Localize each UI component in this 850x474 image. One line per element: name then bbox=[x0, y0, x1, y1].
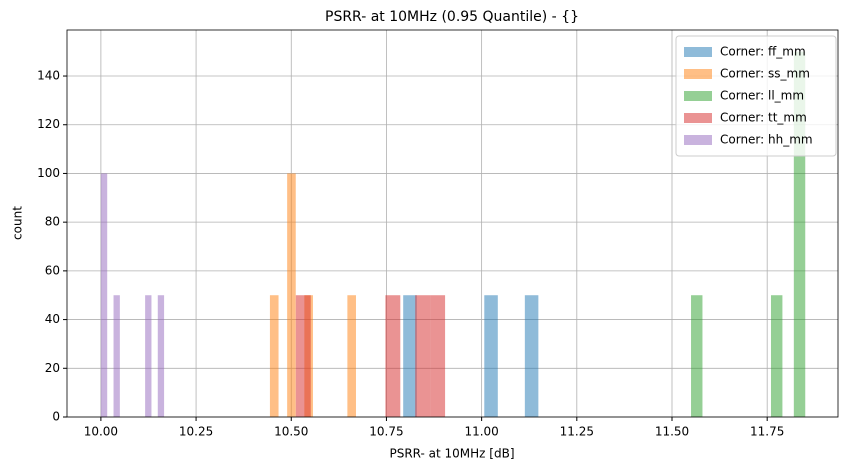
legend-label: Corner: tt_mm bbox=[720, 111, 807, 125]
bar bbox=[347, 295, 356, 417]
bars bbox=[100, 51, 806, 417]
bar bbox=[113, 295, 120, 417]
bar bbox=[415, 295, 431, 417]
bar bbox=[287, 173, 296, 417]
legend-swatch bbox=[684, 47, 712, 57]
legend-label: Corner: ff_mm bbox=[720, 45, 806, 59]
legend-swatch bbox=[684, 91, 712, 101]
x-axis-label: PSRR- at 10MHz [dB] bbox=[389, 447, 514, 461]
y-tick-label: 80 bbox=[45, 215, 60, 229]
legend-label: Corner: ll_mm bbox=[720, 89, 804, 103]
y-tick-label: 100 bbox=[37, 166, 60, 180]
legend-label: Corner: ss_mm bbox=[720, 67, 810, 81]
y-tick-label: 0 bbox=[52, 410, 60, 424]
legend-swatch bbox=[684, 135, 712, 145]
x-tick-label: 11.50 bbox=[655, 425, 689, 439]
y-axis-label: count bbox=[11, 206, 25, 240]
legend: Corner: ff_mm Corner: ss_mm Corner: ll_mm C… bbox=[675, 35, 837, 157]
bar bbox=[100, 173, 108, 417]
x-tick-label: 10.00 bbox=[84, 425, 118, 439]
x-tick-label: 11.75 bbox=[750, 425, 784, 439]
bar bbox=[157, 295, 165, 417]
bar bbox=[385, 295, 401, 417]
x-tick-label: 10.75 bbox=[369, 425, 403, 439]
legend-label: Corner: hh_mm bbox=[720, 133, 813, 147]
x-tick-label: 11.25 bbox=[560, 425, 594, 439]
bar bbox=[430, 295, 446, 417]
y-tick-label: 140 bbox=[37, 69, 60, 83]
grid bbox=[67, 30, 838, 418]
bar bbox=[145, 295, 152, 417]
bar bbox=[269, 295, 279, 417]
plot-frame bbox=[66, 29, 839, 418]
bar bbox=[484, 295, 498, 417]
bar bbox=[524, 295, 539, 417]
bar bbox=[295, 295, 311, 417]
chart-title: PSRR- at 10MHz (0.95 Quantile) - {} bbox=[325, 9, 579, 25]
bar bbox=[403, 295, 417, 417]
y-tick-label: 20 bbox=[45, 361, 60, 375]
legend-swatch bbox=[684, 113, 712, 123]
x-tick-label: 10.25 bbox=[179, 425, 213, 439]
legend-swatch bbox=[684, 69, 712, 79]
y-tick-label: 40 bbox=[45, 312, 60, 326]
y-tick-label: 120 bbox=[37, 117, 60, 131]
bar bbox=[770, 295, 783, 417]
x-tick-label: 11.00 bbox=[464, 425, 498, 439]
legend-box bbox=[675, 35, 837, 157]
bar bbox=[691, 295, 703, 417]
y-tick-label: 60 bbox=[45, 263, 60, 277]
x-tick-label: 10.50 bbox=[274, 425, 308, 439]
bar bbox=[793, 51, 806, 417]
